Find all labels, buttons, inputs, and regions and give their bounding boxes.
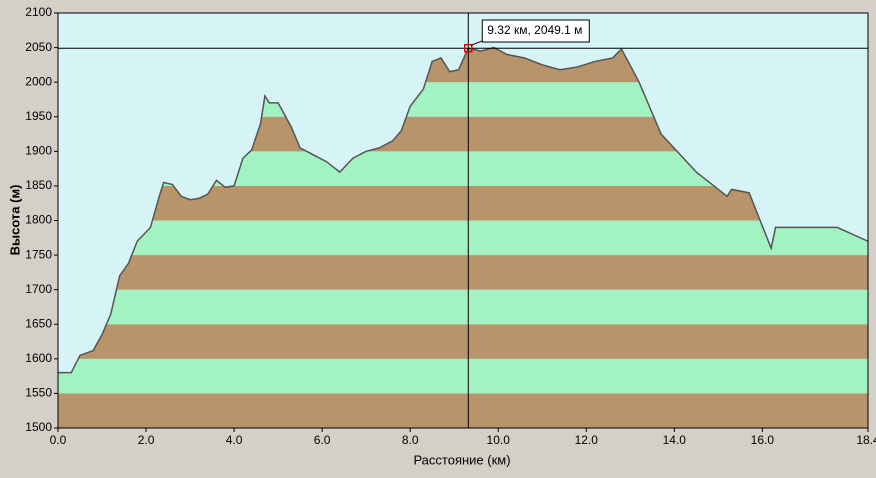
y-tick-label: 1800 <box>25 213 52 227</box>
band <box>58 393 868 428</box>
y-tick-label: 1600 <box>25 351 52 365</box>
y-tick-label: 1900 <box>25 144 52 158</box>
band <box>58 358 868 394</box>
x-tick-label: 4.0 <box>226 433 243 447</box>
cursor-marker <box>464 43 473 53</box>
band <box>58 220 868 256</box>
x-axis-label: Расстояние (км) <box>413 452 510 467</box>
x-tick-label: 8.0 <box>402 433 419 447</box>
x-tick-label: 2.0 <box>138 433 155 447</box>
x-tick-label: 0.0 <box>50 433 67 447</box>
x-tick-label: 18.4 <box>856 433 876 447</box>
y-tick-label: 1750 <box>25 247 52 261</box>
y-tick-label: 1550 <box>25 386 52 400</box>
x-tick-label: 16.0 <box>751 433 775 447</box>
x-tick-label: 10.0 <box>487 433 511 447</box>
cursor-box <box>481 19 590 43</box>
cursor-label: 9.32 км, 2049.1 м <box>487 23 582 37</box>
band <box>58 324 868 359</box>
band <box>58 289 868 325</box>
y-tick-label: 1850 <box>25 178 52 192</box>
profile-line <box>58 46 869 374</box>
y-tick-label: 2000 <box>25 74 52 88</box>
y-tick-label: 1650 <box>25 316 52 330</box>
y-tick-label: 2100 <box>25 5 52 19</box>
y-tick-label: 1950 <box>25 109 52 123</box>
x-tick-label: 14.0 <box>663 433 687 447</box>
x-tick-label: 12.0 <box>575 433 599 447</box>
y-axis-label: Высота (м) <box>7 185 22 256</box>
y-tick-label: 1500 <box>25 420 52 434</box>
x-tick-label: 6.0 <box>314 433 331 447</box>
band <box>58 255 868 290</box>
y-tick-label: 1700 <box>25 282 52 296</box>
y-tick-label: 2050 <box>25 40 52 54</box>
